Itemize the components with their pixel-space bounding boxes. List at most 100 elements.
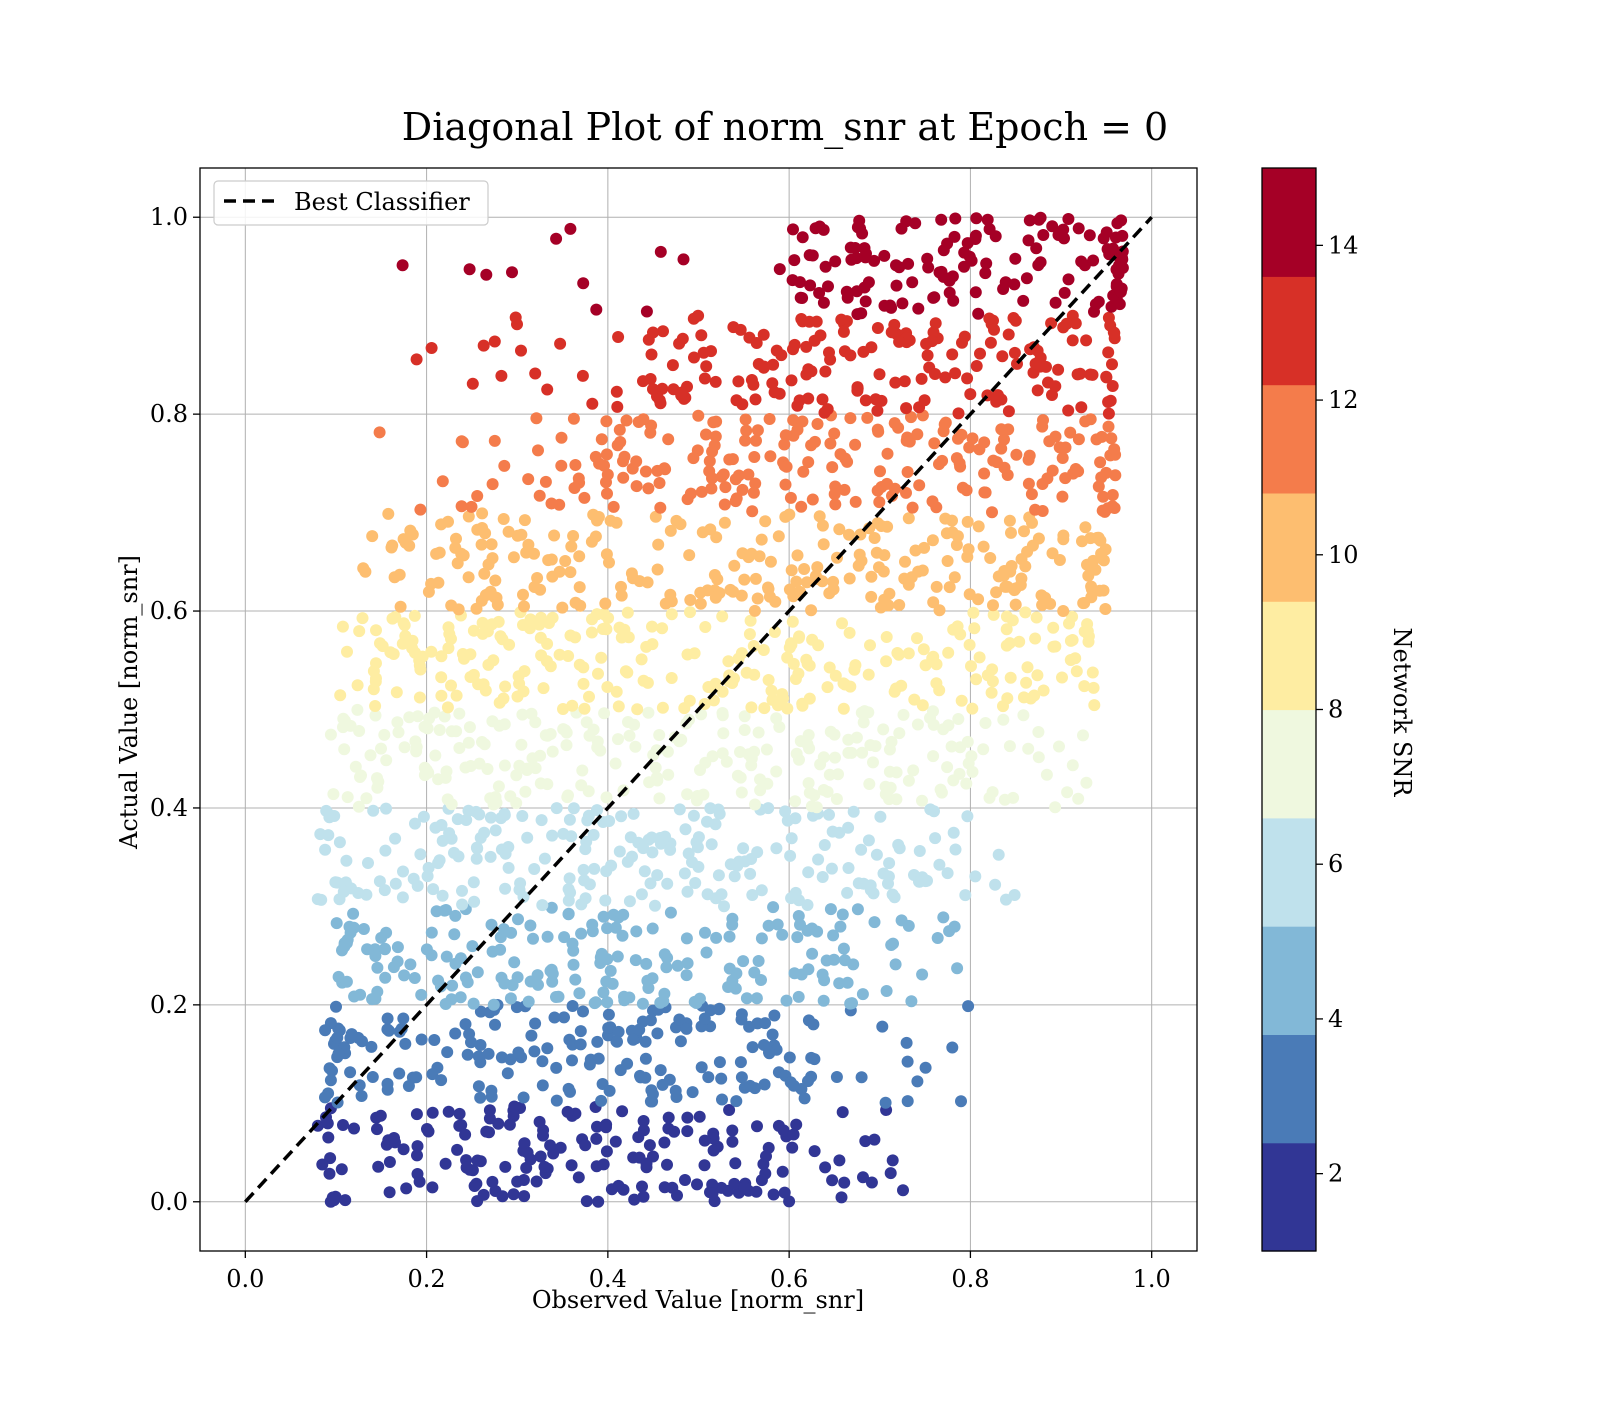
data-point bbox=[611, 950, 624, 963]
data-point bbox=[495, 971, 508, 984]
data-point bbox=[675, 386, 688, 399]
data-point bbox=[601, 922, 614, 935]
data-point bbox=[457, 549, 470, 562]
data-point bbox=[1114, 285, 1127, 298]
data-point bbox=[877, 565, 890, 578]
data-point bbox=[473, 757, 486, 770]
data-point bbox=[597, 1158, 610, 1171]
data-point bbox=[630, 925, 643, 938]
data-point bbox=[1053, 740, 1065, 753]
data-point bbox=[794, 918, 806, 931]
data-point bbox=[357, 923, 370, 935]
data-point bbox=[1116, 245, 1129, 258]
data-point bbox=[600, 476, 612, 489]
data-point bbox=[1020, 272, 1033, 285]
data-point bbox=[369, 700, 382, 712]
colorbar-segment bbox=[1262, 1034, 1316, 1144]
data-point bbox=[661, 877, 674, 890]
data-point bbox=[371, 781, 384, 794]
data-point bbox=[706, 1178, 719, 1191]
data-point bbox=[562, 1082, 575, 1095]
data-point bbox=[507, 1188, 520, 1201]
data-point bbox=[762, 674, 775, 686]
data-point bbox=[706, 750, 719, 763]
data-point bbox=[1004, 671, 1017, 684]
data-point bbox=[649, 510, 662, 523]
data-point bbox=[333, 836, 346, 849]
data-point bbox=[1059, 441, 1072, 454]
data-point bbox=[1113, 259, 1125, 272]
data-point bbox=[322, 1131, 335, 1144]
data-point bbox=[1021, 661, 1034, 674]
data-point bbox=[409, 817, 421, 830]
data-point bbox=[503, 1118, 516, 1131]
data-point bbox=[747, 640, 760, 652]
data-point bbox=[502, 525, 515, 538]
data-point bbox=[507, 551, 520, 564]
data-point bbox=[590, 1132, 603, 1145]
data-point bbox=[694, 764, 706, 776]
data-point bbox=[597, 910, 610, 923]
data-point bbox=[789, 886, 802, 899]
data-point bbox=[483, 1104, 496, 1117]
data-point bbox=[883, 857, 896, 870]
data-point bbox=[916, 968, 929, 981]
data-point bbox=[488, 434, 501, 447]
data-point bbox=[926, 495, 939, 508]
data-point bbox=[600, 1145, 613, 1158]
data-point bbox=[1034, 256, 1047, 269]
data-point bbox=[552, 990, 565, 1003]
data-point bbox=[1025, 488, 1038, 501]
data-point bbox=[811, 561, 824, 574]
data-point bbox=[833, 1154, 846, 1167]
data-point bbox=[718, 498, 731, 511]
data-point bbox=[501, 1067, 514, 1080]
data-point bbox=[907, 764, 920, 777]
data-point bbox=[420, 943, 433, 956]
data-point bbox=[857, 1171, 869, 1184]
data-point bbox=[688, 647, 701, 660]
data-point bbox=[823, 808, 835, 821]
data-point bbox=[1043, 435, 1056, 448]
data-point bbox=[662, 768, 675, 781]
data-point bbox=[989, 878, 1002, 891]
data-point bbox=[707, 1144, 720, 1157]
data-point bbox=[637, 842, 650, 855]
data-point bbox=[729, 473, 742, 486]
data-point bbox=[734, 323, 747, 336]
data-point bbox=[391, 955, 404, 968]
legend-box bbox=[213, 180, 489, 226]
data-point bbox=[654, 501, 667, 514]
data-point bbox=[627, 1033, 640, 1046]
data-point bbox=[680, 932, 693, 945]
data-point bbox=[573, 581, 586, 594]
data-point bbox=[472, 1050, 485, 1063]
data-point bbox=[366, 530, 379, 543]
data-point bbox=[692, 409, 705, 422]
data-point bbox=[728, 559, 741, 572]
data-point bbox=[902, 257, 915, 270]
data-point bbox=[890, 682, 902, 695]
data-point bbox=[737, 955, 750, 968]
data-point bbox=[647, 326, 659, 339]
data-point bbox=[896, 297, 909, 310]
data-point bbox=[397, 865, 409, 878]
data-point bbox=[981, 669, 994, 682]
data-point bbox=[617, 471, 630, 484]
data-point bbox=[744, 867, 757, 880]
data-point bbox=[748, 604, 761, 617]
data-point bbox=[493, 696, 506, 709]
data-point bbox=[622, 716, 634, 728]
data-point bbox=[919, 659, 932, 672]
data-point bbox=[484, 811, 497, 824]
data-point bbox=[707, 416, 720, 429]
data-point bbox=[937, 270, 950, 283]
data-point bbox=[1058, 286, 1071, 299]
scatter-points bbox=[311, 211, 1129, 1208]
data-point bbox=[640, 640, 653, 653]
data-point bbox=[838, 483, 851, 496]
data-point bbox=[984, 552, 997, 564]
data-point bbox=[1003, 740, 1016, 753]
data-point bbox=[758, 360, 771, 373]
